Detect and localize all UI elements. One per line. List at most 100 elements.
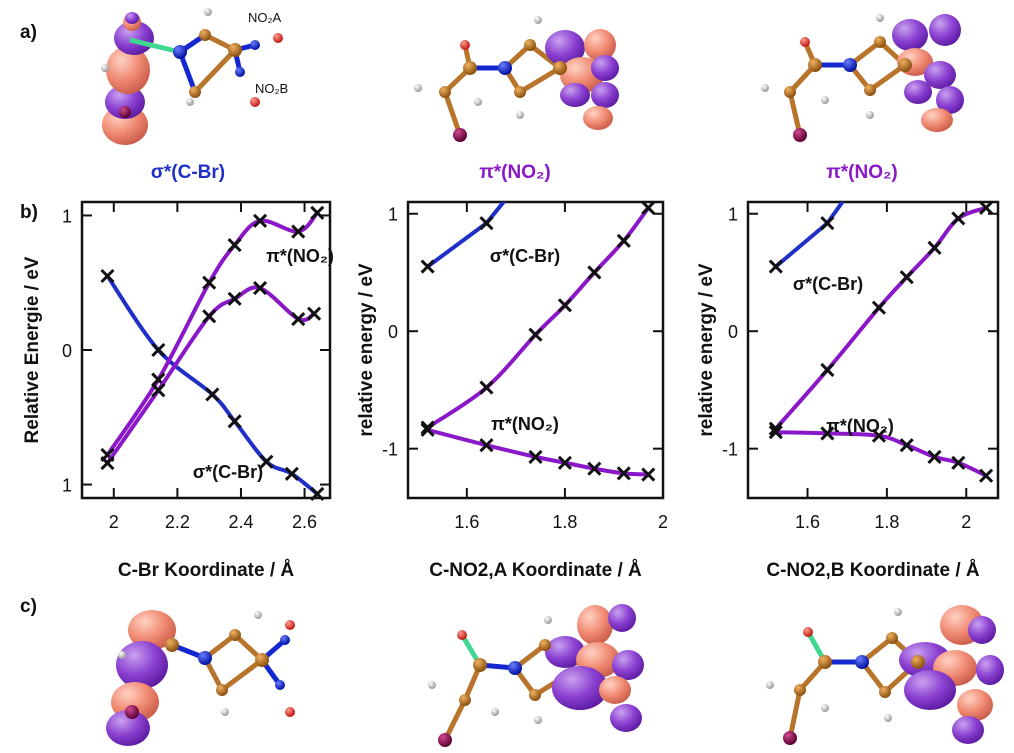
data-point	[820, 426, 835, 441]
molecule-bottom-3	[766, 605, 1004, 745]
y-tick-label: 1	[728, 205, 738, 225]
panel-label-c: c)	[20, 596, 37, 617]
data-point	[979, 468, 994, 483]
curve-annotation: π*(NO₂)	[826, 416, 894, 436]
series-line	[425, 427, 651, 477]
curve-annotation: π*(NO₂)	[266, 246, 334, 266]
data-point	[252, 281, 268, 296]
data-point	[587, 265, 602, 280]
y-tick-label: -1	[382, 440, 398, 460]
plot-frame	[746, 200, 1000, 500]
data-point	[616, 233, 631, 248]
data-point	[310, 205, 325, 220]
y-tick-label: 0	[62, 341, 72, 361]
data-point	[528, 449, 543, 464]
data-point	[871, 300, 887, 315]
x-tick-label: 2	[109, 512, 119, 532]
x-tick-label: 2.2	[165, 512, 190, 532]
data-point	[307, 306, 322, 321]
data-point	[202, 275, 217, 290]
data-point	[205, 387, 220, 402]
x-axis-label: C-NO2,B Koordinate / Å	[766, 560, 980, 581]
data-point	[227, 414, 242, 429]
plot-frame	[406, 200, 665, 500]
data-point	[310, 486, 325, 502]
orbital-lobes	[102, 12, 154, 145]
data-point	[899, 270, 914, 285]
label-no2b: NO₂B	[255, 81, 288, 96]
data-point	[587, 461, 602, 476]
data-point	[557, 455, 572, 470]
x-tick-label: 2	[658, 512, 668, 532]
data-point	[202, 309, 217, 324]
panel-label-a: a)	[20, 22, 37, 43]
data-point	[151, 383, 166, 398]
curve-annotation: π*(NO₂)	[491, 414, 559, 434]
x-tick-label: 2	[961, 512, 971, 532]
y-axis-label: relative energy / eV	[356, 263, 377, 437]
data-point	[100, 455, 115, 471]
data-point	[151, 342, 166, 358]
panel-label-b: b)	[20, 202, 38, 223]
y-axis-label: Relative Energie / eV	[22, 256, 43, 443]
data-point	[420, 259, 435, 274]
data-point	[871, 428, 887, 443]
data-point	[479, 438, 494, 453]
molecule-top-2	[414, 16, 619, 142]
y-tick-label: 0	[728, 322, 738, 342]
data-point	[420, 422, 435, 437]
x-tick-label: 1.8	[874, 512, 899, 532]
data-point	[768, 259, 783, 274]
data-point	[100, 268, 115, 284]
y-tick-label: 0	[388, 322, 398, 342]
data-point	[951, 211, 966, 226]
data-point	[291, 311, 306, 327]
data-point	[557, 298, 572, 313]
y-tick-label: -1	[722, 440, 738, 460]
data-point	[291, 224, 306, 239]
x-tick-label: 1.8	[552, 512, 577, 532]
data-point	[641, 200, 656, 215]
data-point	[252, 213, 268, 228]
data-point	[820, 216, 835, 231]
orbital-label-pi-2: π*(NO₂)	[826, 162, 898, 183]
molecule-top-1	[101, 8, 283, 145]
data-point	[927, 240, 942, 255]
curve-annotation: σ*(C-Br)	[490, 246, 560, 266]
data-point	[227, 291, 242, 306]
data-point	[641, 467, 656, 482]
data-point	[616, 466, 631, 481]
x-tick-label: 2.4	[228, 512, 253, 532]
data-point	[528, 327, 543, 342]
label-no2a: NO₂A	[248, 10, 282, 25]
x-tick-label: 2.6	[292, 512, 317, 532]
chart-no2a: 1.6 1.8 2 1 0 -1 σ*(C-Br) π*(NO₂) C-NO2,A Koordi…	[356, 200, 668, 581]
data-point	[768, 425, 783, 440]
y-tick-label: 1	[388, 205, 398, 225]
y-tick-label: 1	[62, 206, 72, 226]
data-point	[227, 237, 242, 253]
molecule-top-3	[761, 14, 964, 142]
x-tick-label: 1.6	[795, 512, 820, 532]
data-point	[927, 449, 942, 464]
data-point	[479, 380, 494, 395]
y-tick-label: 1	[62, 476, 72, 496]
orbital-label-sigma: σ*(C-Br)	[151, 162, 225, 183]
x-tick-label: 1.6	[454, 512, 479, 532]
curve-annotation: σ*(C-Br)	[193, 462, 263, 482]
molecule-bottom-2	[428, 604, 644, 747]
data-point	[979, 200, 994, 215]
data-point	[259, 454, 274, 469]
chart-no2b: 1.6 1.8 2 1 0 -1 σ*(C-Br) π*(NO₂) C-NO2,B Koordi…	[696, 200, 1000, 581]
orbital-label-pi-1: π*(NO₂)	[479, 162, 551, 183]
data-point	[899, 438, 914, 453]
curve-annotation: σ*(C-Br)	[793, 274, 863, 294]
data-point	[284, 466, 299, 481]
y-axis-label: relative energy / eV	[696, 263, 717, 437]
series-line	[773, 202, 845, 269]
chart-cbr: 2 2.2 2.4 2.6 1 0 1 π*(NO₂) σ*(C-Br) C-Br Koordin…	[22, 200, 334, 581]
data-point	[479, 216, 494, 231]
x-axis-label: C-NO2,A Koordinate / Å	[429, 560, 642, 581]
x-axis-label: C-Br Koordinate / Å	[118, 560, 295, 581]
